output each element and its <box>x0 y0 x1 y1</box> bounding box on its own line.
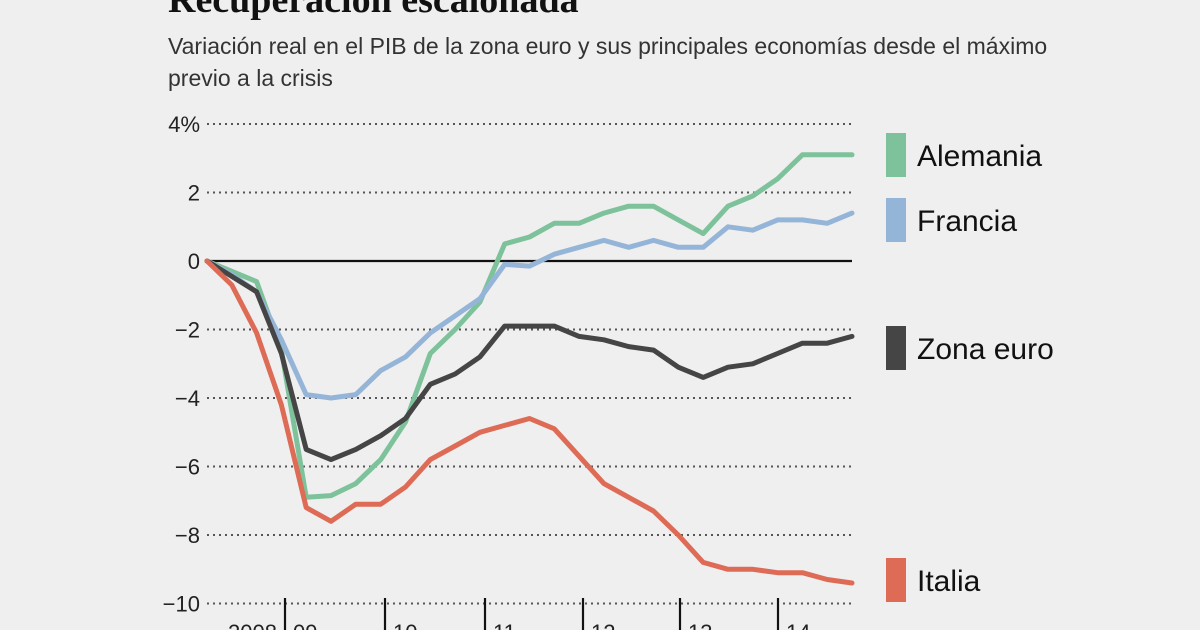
y-tick-label: −8 <box>175 523 200 548</box>
legend-swatch <box>886 198 906 242</box>
y-tick-label: −2 <box>175 318 200 343</box>
y-tick-label: 4% <box>168 112 200 137</box>
legend-swatch <box>886 558 906 602</box>
legend-label: Francia <box>917 205 1017 238</box>
x-tick-label: 12 <box>591 620 615 630</box>
chart-subtitle: Variación real en el PIB de la zona euro… <box>168 33 1048 91</box>
y-tick-label: −4 <box>175 386 200 411</box>
y-tick-label: 2 <box>188 181 200 206</box>
x-tick-label: 11 <box>493 620 516 630</box>
y-tick-label: −6 <box>175 455 200 480</box>
chart-title: Recuperación escalonada <box>168 0 579 21</box>
series-line-zona-euro <box>204 258 855 463</box>
legend-swatch <box>886 133 906 177</box>
x-tick-label: 14 <box>786 620 810 630</box>
series-line-francia <box>204 210 855 401</box>
x-tick-label: 13 <box>688 620 712 630</box>
y-tick-label: −10 <box>163 592 200 617</box>
x-tick-label: 09 <box>293 620 317 630</box>
series-line-alemania <box>204 152 855 500</box>
x-tick-label: 10 <box>393 620 417 630</box>
legend-swatch <box>886 326 906 370</box>
series-line-italia <box>204 258 855 586</box>
legend-label: Alemania <box>917 140 1042 173</box>
legend-label: Zona euro <box>917 333 1054 366</box>
x-tick-label: 2008 <box>228 620 277 630</box>
legend-label: Italia <box>917 565 981 598</box>
y-tick-label: 0 <box>188 249 200 274</box>
